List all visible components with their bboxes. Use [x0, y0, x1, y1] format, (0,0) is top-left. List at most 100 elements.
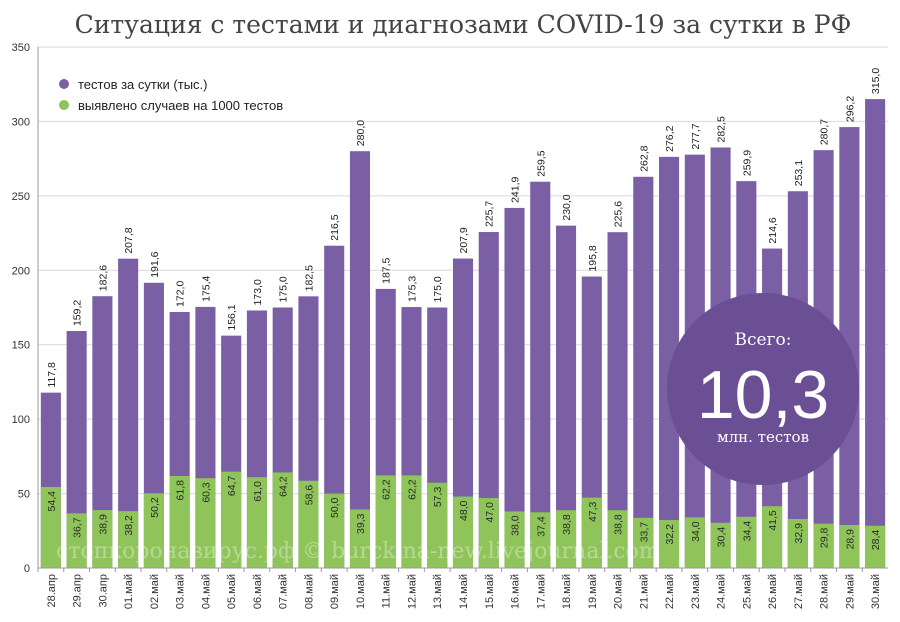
bar-cases	[478, 498, 499, 568]
x-tick-label: 18.май	[561, 574, 573, 609]
x-tick-label: 13.май	[432, 574, 444, 609]
data-label-tests: 276,2	[664, 125, 676, 151]
bar-cases	[92, 510, 113, 568]
x-tick-label: 02.май	[149, 574, 161, 609]
data-label-tests: 182,5	[303, 265, 315, 291]
x-tick-label: 07.май	[278, 574, 290, 609]
data-label-tests: 280,7	[819, 119, 831, 145]
chart-title: Ситуация с тестами и диагнозами COVID-19…	[75, 10, 852, 39]
data-label-cases: 47,3	[587, 501, 599, 522]
bar-tests	[865, 99, 886, 568]
data-label-cases: 50,0	[329, 497, 341, 518]
bar-tests	[555, 225, 577, 568]
x-tick-label: 29.апр	[72, 574, 84, 607]
x-tick-label: 25.май	[741, 574, 753, 609]
data-label-cases: 32,9	[793, 523, 805, 544]
data-label-cases: 62,2	[381, 479, 393, 500]
bar-tests	[118, 258, 139, 568]
total-badge: Всего: 10,3 млн. тестов	[667, 293, 859, 485]
bar-cases	[427, 482, 448, 568]
legend-label-tests: тестов за сутки (тыс.)	[78, 77, 207, 92]
data-label-cases: 64,7	[226, 476, 238, 497]
bar-cases	[349, 509, 371, 568]
data-label-tests: 175,3	[406, 276, 418, 302]
bar-cases	[221, 471, 242, 568]
bar-cases	[736, 516, 757, 568]
badge-value: 10,3	[697, 357, 829, 433]
x-tick-label: 20.май	[613, 574, 625, 609]
bar-cases	[865, 525, 886, 568]
data-label-cases: 62,2	[406, 479, 418, 500]
data-label-tests: 175,4	[200, 275, 212, 301]
data-label-cases: 54,4	[46, 491, 58, 512]
data-label-cases: 47,0	[484, 502, 496, 523]
data-label-cases: 39,3	[355, 513, 367, 534]
x-axis: 28.апр 29.апр 30.апр 01.май 02.май 03.май 04.м…	[37, 568, 882, 609]
data-label-tests: 315,0	[870, 68, 882, 94]
data-label-tests: 175,0	[432, 276, 444, 302]
data-label-tests: 280,0	[355, 120, 367, 146]
data-label-tests: 172,0	[175, 281, 187, 307]
x-tick-label: 06.май	[252, 574, 264, 609]
bar-cases	[195, 478, 216, 568]
x-tick-label: 27.май	[793, 574, 805, 609]
y-tick-label: 0	[24, 563, 30, 575]
x-tick-label: 08.май	[303, 574, 315, 609]
x-tick-label: 09.май	[329, 574, 341, 609]
bar-cases	[710, 522, 731, 568]
bar-tests	[324, 245, 345, 568]
bar-tests	[92, 296, 113, 568]
bar-tests	[478, 232, 499, 569]
bar-tests	[349, 151, 371, 568]
bar-cases	[684, 517, 705, 568]
legend-marker-cases	[59, 100, 69, 110]
data-label-cases: 29,8	[819, 527, 831, 548]
x-tick-label: 29.май	[844, 574, 856, 609]
data-label-tests: 282,5	[716, 116, 728, 142]
x-tick-label: 22.май	[664, 574, 676, 609]
bar-cases	[530, 512, 551, 568]
data-label-cases: 28,4	[870, 530, 882, 551]
bar-cases	[118, 511, 139, 568]
data-label-cases: 38,2	[123, 515, 135, 536]
data-label-cases: 58,6	[303, 485, 315, 506]
x-tick-label: 23.май	[690, 574, 702, 609]
data-label-cases: 38,8	[561, 514, 573, 535]
data-labels: 117,8 54,4 159,2 36,7 182,6 38,9 207,8 38,2 191,…	[46, 68, 882, 550]
bar-tests	[504, 207, 525, 569]
data-label-tests: 253,1	[793, 160, 805, 186]
data-label-tests: 117,8	[46, 362, 58, 388]
bar-cases	[66, 513, 87, 568]
data-label-cases: 30,4	[716, 527, 728, 548]
x-tick-label: 04.май	[200, 574, 212, 609]
bar-cases	[659, 520, 680, 568]
data-label-cases: 60,3	[200, 482, 212, 503]
x-tick-label: 28.май	[819, 574, 831, 609]
data-label-cases: 33,7	[638, 522, 650, 543]
legend-label-cases: выявлено случаев на 1000 тестов	[78, 98, 283, 113]
data-label-tests: 156,1	[226, 304, 238, 330]
y-tick-label: 50	[18, 489, 30, 501]
data-label-cases: 57,3	[432, 487, 444, 508]
x-tick-label: 11.май	[381, 574, 393, 608]
bar-tests	[633, 176, 654, 569]
bar-tests	[659, 156, 680, 568]
bar-cases	[581, 497, 602, 568]
bar-cases	[169, 476, 190, 568]
data-label-tests: 225,7	[484, 201, 496, 227]
data-label-cases: 38,8	[613, 514, 625, 535]
y-axis: 0 50 100 150 200 250 300 350	[12, 42, 888, 575]
bar-tests	[607, 232, 628, 568]
bar-cases	[762, 506, 783, 568]
data-label-cases: 50,2	[149, 497, 161, 518]
bar-cases	[607, 510, 628, 568]
data-label-tests: 173,0	[252, 279, 264, 305]
y-tick-label: 200	[12, 265, 30, 277]
data-label-tests: 277,7	[690, 123, 702, 149]
bar-cases	[452, 496, 474, 568]
bar-cases	[40, 487, 61, 568]
bar-cases	[633, 517, 654, 568]
watermark: стопкоронавирус.рф © burckina-new.livejo…	[56, 539, 660, 564]
data-label-tests: 241,9	[510, 176, 522, 202]
x-tick-label: 28.апр	[46, 574, 58, 607]
